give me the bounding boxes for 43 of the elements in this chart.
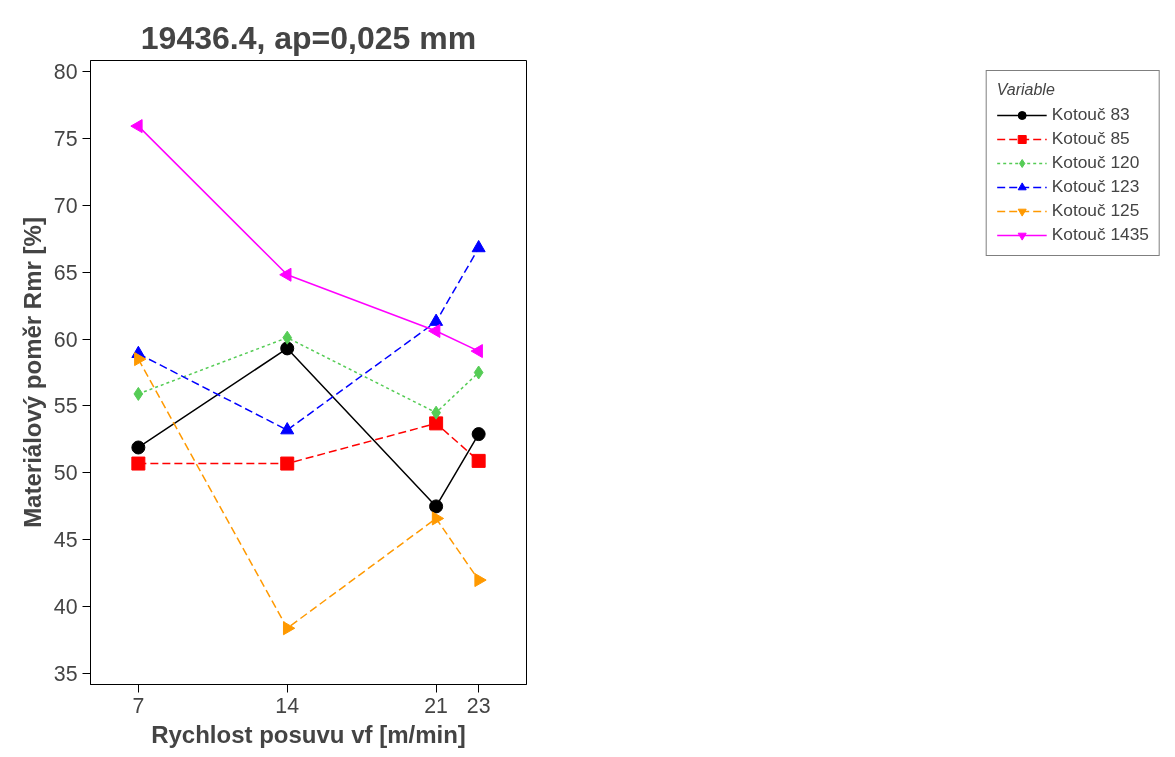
point xyxy=(474,573,487,588)
y-tick-label: 65 xyxy=(53,260,78,285)
point xyxy=(131,440,146,455)
y-axis-title: Materiálový poměr Rmr [%] xyxy=(18,217,46,528)
legend-label: Kotouč 83 xyxy=(1051,104,1130,125)
x-tick-label: 7 xyxy=(132,693,145,718)
point xyxy=(471,239,486,253)
point xyxy=(473,365,484,380)
y-tick-label: 60 xyxy=(53,327,78,352)
y-tick-label: 35 xyxy=(53,662,78,687)
point xyxy=(280,422,295,435)
x-tick-label: 21 xyxy=(424,693,448,718)
legend-label: Kotouč 1435 xyxy=(1051,224,1149,245)
point xyxy=(280,341,295,356)
legend-label: Kotouč 123 xyxy=(1051,176,1140,197)
point xyxy=(280,456,295,471)
x-tick-label: 23 xyxy=(466,693,491,718)
legend-label: Kotouč 85 xyxy=(1051,128,1130,149)
point xyxy=(282,330,293,345)
point xyxy=(428,323,441,338)
point xyxy=(429,416,444,431)
point xyxy=(133,386,144,401)
y-tick-label: 75 xyxy=(53,126,78,151)
point xyxy=(282,621,296,636)
point xyxy=(471,427,486,442)
point xyxy=(471,453,486,468)
y-tick-label: 70 xyxy=(53,193,78,218)
y-tick-label: 55 xyxy=(53,394,78,419)
legend-label: Kotouč 125 xyxy=(1051,200,1140,221)
y-tick-label: 50 xyxy=(53,461,78,486)
point xyxy=(429,499,444,514)
legend-title: Variable xyxy=(996,81,1056,99)
legend-label: Kotouč 120 xyxy=(1051,152,1140,173)
y-tick-label: 80 xyxy=(53,59,78,84)
point xyxy=(134,352,147,367)
y-tick-label: 45 xyxy=(53,528,78,553)
chart-title: 19436.4, ap=0,025 mm xyxy=(140,19,477,56)
point xyxy=(431,511,445,526)
x-axis-title: Rychlost posuvu vf [m/min] xyxy=(151,720,466,748)
x-tick-label: 14 xyxy=(275,693,300,718)
point xyxy=(429,313,444,326)
y-tick-label: 40 xyxy=(53,595,78,620)
point xyxy=(131,456,146,471)
